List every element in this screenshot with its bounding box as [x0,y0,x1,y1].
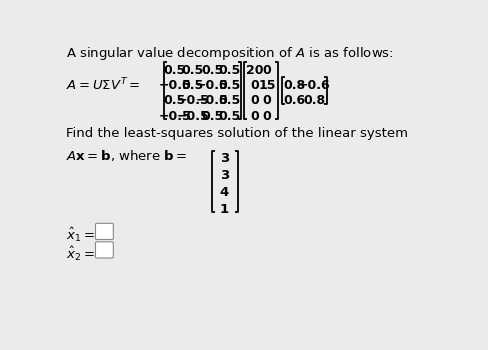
Text: 0: 0 [263,110,271,123]
Text: 3: 3 [220,152,229,165]
Text: 0: 0 [250,94,259,107]
Text: $A = U\Sigma V^T = $: $A = U\Sigma V^T = $ [66,77,141,93]
Text: 20: 20 [246,64,264,77]
Text: −0.5: −0.5 [196,79,228,92]
Text: 0: 0 [263,94,271,107]
Text: −0.5: −0.5 [159,110,191,123]
Text: 0.8: 0.8 [304,94,325,107]
Text: 0: 0 [250,110,259,123]
Text: −0.5: −0.5 [176,110,209,123]
Text: −0.6: −0.6 [298,79,331,92]
Text: $\hat{x}_1 =$: $\hat{x}_1 =$ [66,226,95,244]
Text: 0.5: 0.5 [219,79,241,92]
Text: −0.5: −0.5 [159,79,191,92]
Text: A singular value decomposition of $\mathit{A}$ is as follows:: A singular value decomposition of $\math… [66,45,394,62]
Text: $A\mathbf{x} = \mathbf{b}$, where $\mathbf{b} =$: $A\mathbf{x} = \mathbf{b}$, where $\math… [66,148,188,163]
Text: −0.5: −0.5 [176,94,209,107]
Text: 0.5: 0.5 [219,64,241,77]
Text: 1: 1 [220,203,229,216]
FancyBboxPatch shape [96,223,113,239]
Text: Find the least-squares solution of the linear system: Find the least-squares solution of the l… [66,127,408,140]
Text: 0.8: 0.8 [283,79,305,92]
Text: −0.5: −0.5 [196,94,228,107]
Text: 0.5: 0.5 [182,64,204,77]
Text: 0.5: 0.5 [182,79,204,92]
Text: 0: 0 [263,64,271,77]
Text: 0.5: 0.5 [201,64,223,77]
Text: 0.5: 0.5 [201,110,223,123]
Text: 0.5: 0.5 [164,64,186,77]
Text: $\hat{x}_2 =$: $\hat{x}_2 =$ [66,245,95,263]
Text: 3: 3 [220,169,229,182]
Text: 4: 4 [220,186,229,199]
Text: 15: 15 [259,79,276,92]
Text: 0: 0 [250,79,259,92]
Text: 0.6: 0.6 [283,94,305,107]
Text: 0.5: 0.5 [164,94,186,107]
FancyBboxPatch shape [96,242,113,258]
Text: 0.5: 0.5 [219,110,241,123]
Text: 0.5: 0.5 [219,94,241,107]
